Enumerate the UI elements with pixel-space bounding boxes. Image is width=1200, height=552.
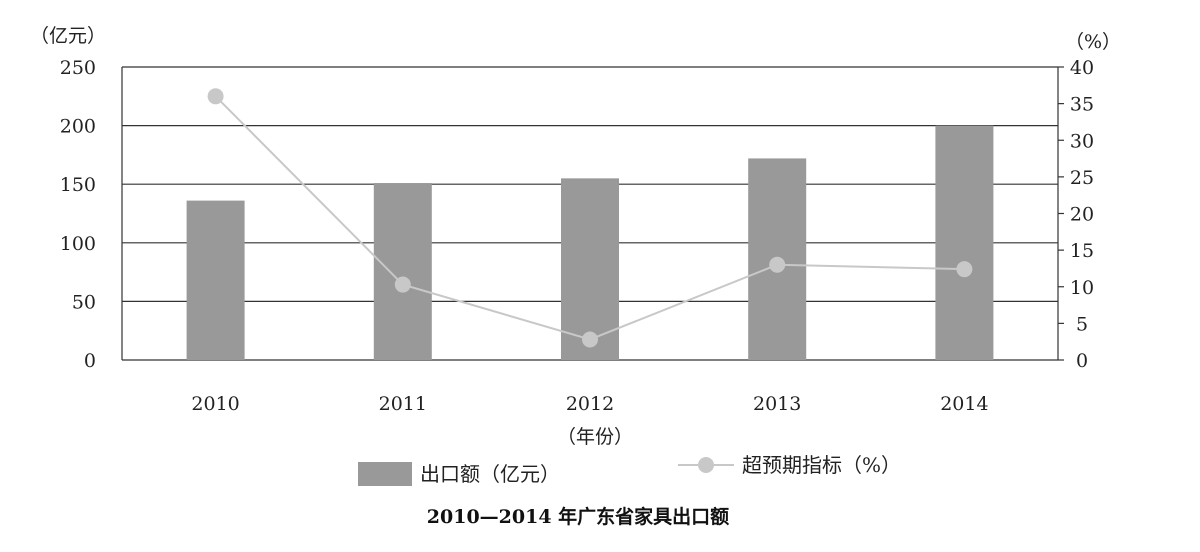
right-tick-label: 20 (1070, 204, 1094, 226)
line-series (207, 88, 973, 348)
x-tick-label: 2014 (940, 393, 988, 415)
x-tick-label: 2013 (753, 393, 801, 415)
legend: 出口额（亿元） 超预期指标（%） (358, 453, 901, 486)
right-tick-label: 5 (1076, 313, 1088, 335)
right-tick-label: 0 (1076, 350, 1088, 372)
x-tick-label: 2010 (191, 393, 239, 415)
left-tick-label: 0 (84, 350, 96, 372)
line-point (956, 261, 973, 278)
right-tick-label: 25 (1070, 167, 1094, 189)
right-tick-label: 15 (1070, 240, 1094, 262)
left-tick-label: 50 (72, 291, 96, 313)
right-tick-label: 10 (1070, 277, 1094, 299)
right-axis-ticks: 0 5 10 15 20 25 30 35 40 (1058, 57, 1094, 372)
x-axis-label: （年份） (557, 426, 633, 448)
chart-title: 2010—2014 年广东省家具出口额 (427, 505, 729, 528)
right-tick-label: 40 (1070, 57, 1094, 79)
left-tick-label: 150 (60, 174, 96, 196)
legend-line-label: 超预期指标（%） (742, 453, 901, 477)
left-tick-label: 200 (60, 116, 96, 138)
line-point (769, 256, 786, 273)
line-point (207, 88, 224, 105)
bar (373, 183, 432, 360)
line-point (582, 331, 598, 348)
bar (935, 125, 994, 360)
bar (186, 200, 245, 360)
right-tick-label: 35 (1070, 94, 1094, 116)
x-axis-ticks: 2010 2011 2012 2013 2014 (191, 393, 988, 415)
left-axis-ticks: 0 50 100 150 200 250 (60, 57, 96, 372)
line-point (394, 276, 411, 293)
left-tick-label: 250 (60, 57, 96, 79)
x-tick-label: 2011 (379, 393, 427, 415)
x-tick-label: 2012 (566, 393, 614, 415)
legend-bar-label: 出口额（亿元） (420, 462, 560, 486)
bar (561, 178, 619, 360)
right-axis-unit: （%） (1065, 31, 1121, 53)
right-tick-label: 30 (1070, 130, 1094, 152)
left-tick-label: 100 (60, 233, 96, 255)
left-axis-unit: （亿元） (30, 25, 106, 47)
legend-bar-swatch (358, 462, 412, 486)
legend-line-marker (698, 457, 714, 473)
